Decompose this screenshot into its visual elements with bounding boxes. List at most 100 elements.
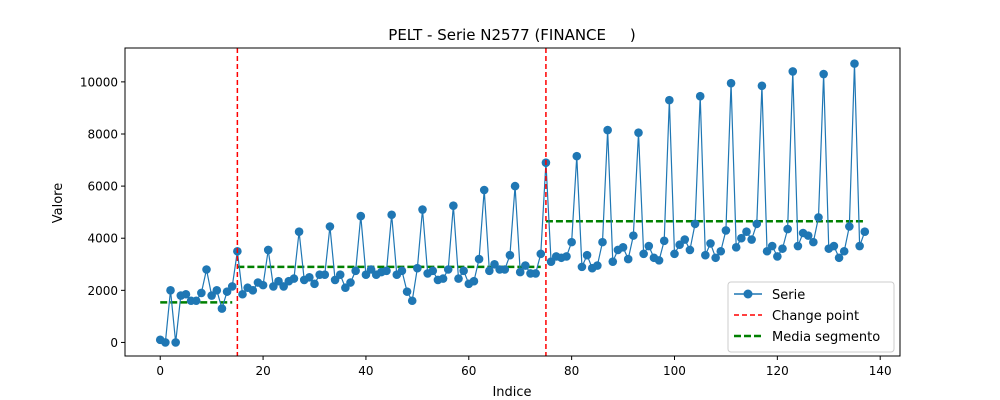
- data-point: [803, 231, 813, 240]
- data-point: [654, 256, 664, 265]
- data-point: [767, 241, 777, 251]
- data-point: [443, 265, 453, 274]
- data-point: [618, 243, 628, 252]
- data-point: [454, 274, 463, 283]
- data-point: [294, 227, 304, 237]
- data-point: [217, 304, 227, 313]
- data-point: [582, 250, 592, 260]
- x-tick-label: 100: [663, 364, 686, 378]
- data-point: [639, 249, 648, 259]
- data-point: [695, 91, 705, 101]
- legend-segment-mean-label: Media segmento: [772, 330, 880, 345]
- data-point: [407, 296, 417, 306]
- data-point: [505, 250, 515, 260]
- legend: Serie Change point Media segmento: [727, 281, 895, 353]
- data-point: [449, 201, 458, 210]
- data-point: [608, 257, 618, 266]
- data-point: [593, 261, 602, 270]
- data-point: [351, 266, 360, 276]
- data-point: [834, 253, 844, 263]
- y-axis: 0 2000 4000 6000 8000 10000: [80, 75, 125, 350]
- y-tick-label: 10000: [80, 75, 118, 89]
- data-point: [171, 338, 180, 347]
- data-point: [567, 237, 576, 247]
- y-axis-label: Valore: [51, 183, 66, 223]
- data-point: [634, 128, 643, 137]
- data-point: [572, 151, 582, 161]
- x-axis-label: Indice: [492, 385, 531, 400]
- data-point: [747, 235, 756, 244]
- data-point: [711, 253, 720, 263]
- data-point: [248, 286, 258, 295]
- legend-change-point-label: Change point: [772, 309, 859, 324]
- data-point: [459, 266, 468, 276]
- data-point: [623, 254, 633, 264]
- data-point: [721, 226, 731, 235]
- data-point: [325, 222, 335, 231]
- data-point: [305, 273, 314, 282]
- data-point: [346, 278, 355, 287]
- data-point: [701, 250, 710, 260]
- data-point: [659, 236, 669, 246]
- data-point: [181, 289, 191, 299]
- data-point: [845, 222, 854, 231]
- data-point: [397, 266, 407, 276]
- data-point: [562, 252, 571, 261]
- data-point: [752, 219, 762, 229]
- y-tick-label: 4000: [87, 232, 118, 246]
- x-tick-label: 40: [358, 364, 373, 378]
- data-point: [418, 205, 427, 214]
- y-tick-label: 8000: [87, 127, 118, 141]
- data-point: [263, 245, 273, 255]
- data-point: [603, 125, 612, 135]
- y-tick-label: 2000: [87, 284, 118, 298]
- data-point: [428, 266, 438, 276]
- data-point: [598, 237, 607, 247]
- data-point: [809, 237, 818, 247]
- data-point: [161, 338, 170, 347]
- data-point: [531, 269, 540, 278]
- data-point: [629, 231, 638, 240]
- data-point: [690, 219, 700, 229]
- data-point: [665, 95, 674, 105]
- data-point: [320, 270, 330, 280]
- data-point: [855, 241, 864, 251]
- data-point: [500, 265, 510, 274]
- data-point: [438, 274, 448, 283]
- data-point: [839, 246, 849, 256]
- data-point: [202, 265, 211, 274]
- data-point: [356, 211, 366, 221]
- data-point: [680, 235, 690, 244]
- data-point: [510, 181, 520, 191]
- data-point: [778, 244, 787, 253]
- data-point: [716, 246, 726, 256]
- data-point: [227, 282, 237, 291]
- data-point: [731, 243, 741, 252]
- data-point: [485, 266, 494, 276]
- x-tick-label: 80: [564, 364, 579, 378]
- x-tick-label: 0: [156, 364, 164, 378]
- data-point: [742, 227, 751, 237]
- data-point: [197, 288, 206, 298]
- y-tick-label: 6000: [87, 180, 118, 194]
- data-point: [536, 249, 546, 259]
- data-point: [335, 270, 345, 280]
- x-tick-label: 120: [766, 364, 789, 378]
- data-point: [469, 276, 479, 286]
- data-point: [737, 233, 746, 243]
- data-point: [402, 287, 412, 296]
- data-point: [793, 241, 803, 251]
- data-point: [829, 241, 839, 251]
- data-point: [212, 286, 222, 295]
- data-point: [819, 69, 828, 79]
- data-point: [474, 254, 484, 264]
- plot-border: [124, 47, 901, 357]
- data-point: [238, 289, 247, 299]
- y-tick-label: 0: [110, 336, 118, 350]
- data-point: [521, 261, 530, 270]
- change-points: [236, 48, 547, 356]
- data-point: [783, 224, 792, 234]
- series-serie: [155, 59, 870, 347]
- data-point: [644, 241, 654, 251]
